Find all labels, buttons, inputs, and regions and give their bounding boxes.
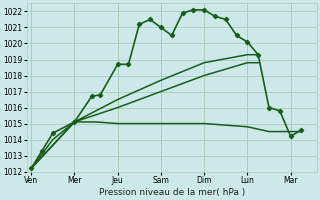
X-axis label: Pression niveau de la mer( hPa ): Pression niveau de la mer( hPa ) (99, 188, 245, 197)
